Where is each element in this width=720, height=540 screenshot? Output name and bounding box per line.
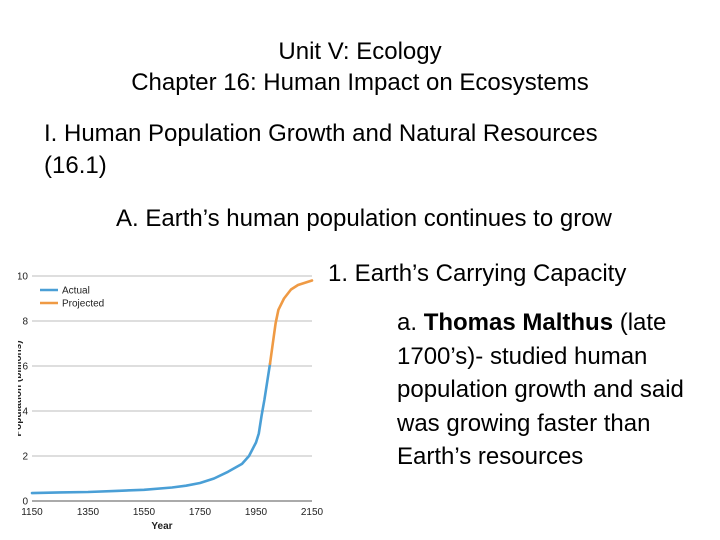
topic-heading: 1. Earth’s Carrying Capacity xyxy=(328,260,627,287)
x-tick-label: 1350 xyxy=(77,507,100,518)
x-tick-label: 1150 xyxy=(21,507,43,518)
legend-label: Projected xyxy=(62,299,104,310)
y-tick-label: 6 xyxy=(22,362,28,373)
x-tick-label: 2150 xyxy=(301,507,324,518)
title-chapter: Chapter 16: Human Impact on Ecosystems xyxy=(131,69,589,96)
bullet-text: (late 1700’s)- studied human population … xyxy=(397,309,684,470)
x-tick-label: 1550 xyxy=(133,507,156,518)
malthus-name: Thomas Malthus xyxy=(423,309,614,336)
slide-title: Unit V: Ecology Chapter 16: Human Impact… xyxy=(0,36,720,98)
y-tick-label: 2 xyxy=(22,452,28,463)
x-tick-label: 1750 xyxy=(189,507,212,518)
x-tick-label: 1950 xyxy=(245,507,268,518)
y-axis-label: Population (billions) xyxy=(18,340,24,436)
series-line-projected xyxy=(268,279,314,366)
malthus-bullet: a. Thomas Malthus (late 1700’s)- studied… xyxy=(397,306,707,474)
y-tick-label: 8 xyxy=(22,317,28,328)
y-tick-label: 4 xyxy=(22,407,28,418)
legend-label: Actual xyxy=(62,286,90,297)
subsection-heading: A. Earth’s human population continues to… xyxy=(116,205,612,232)
y-tick-label: 10 xyxy=(18,272,28,283)
section-heading: I. Human Population Growth and Natural R… xyxy=(44,120,598,179)
title-unit: Unit V: Ecology xyxy=(278,38,442,65)
x-axis-label: Year xyxy=(151,521,172,532)
series-line-actual xyxy=(30,362,272,495)
bullet-prefix: a. xyxy=(397,309,424,336)
y-tick-label: 0 xyxy=(22,497,28,508)
population-chart: 0 2 4 6 8 10 1150 1350 1550 1750 1950 2150 Year Popul… xyxy=(18,272,324,533)
